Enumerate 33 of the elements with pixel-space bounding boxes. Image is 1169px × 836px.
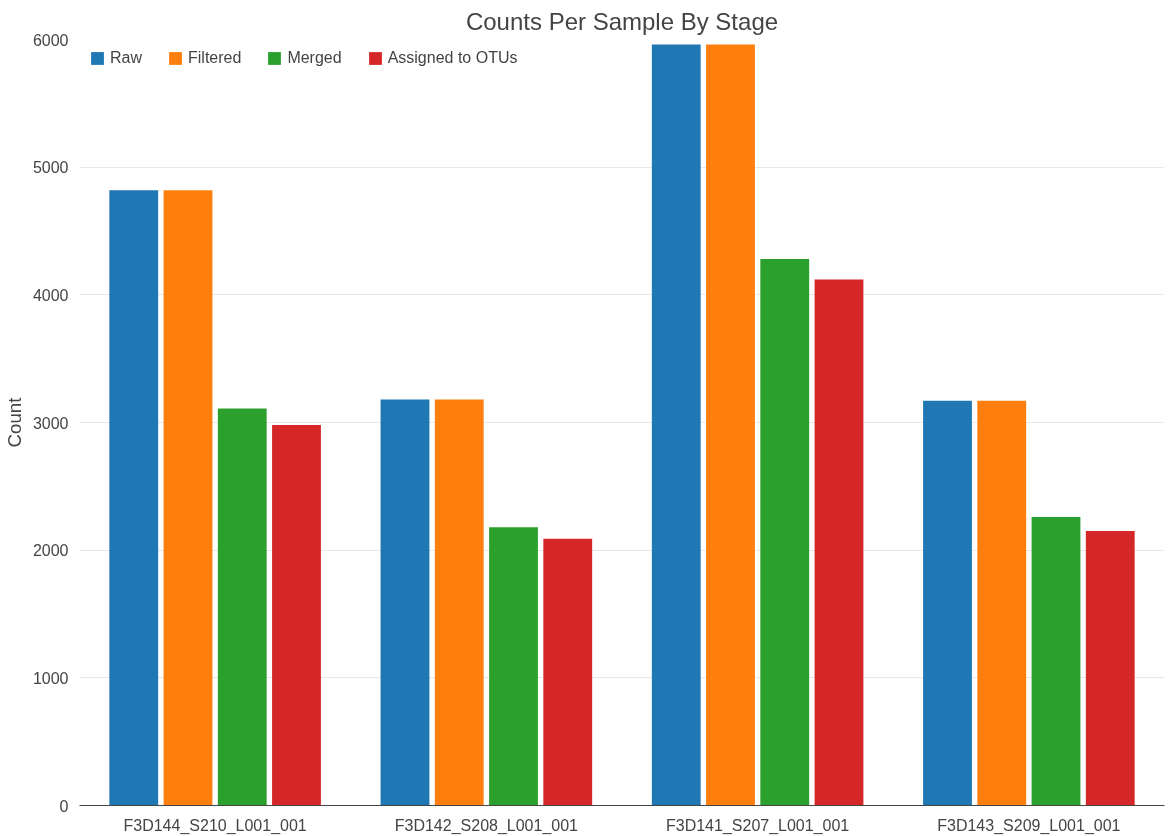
bar	[434, 399, 484, 806]
x-tick-label: F3D141_S207_L001_001	[665, 816, 850, 835]
bar	[489, 527, 538, 806]
x-tick-label: F3D142_S208_L001_001	[394, 816, 579, 835]
bar	[163, 190, 213, 806]
y-tick-label: 3000	[32, 414, 69, 432]
bar	[272, 425, 321, 806]
chart-title: Counts Per Sample By Stage	[465, 7, 779, 35]
y-axis-title: Count	[3, 396, 25, 448]
x-tick-label: F3D143_S209_L001_001	[937, 816, 1121, 835]
bar	[217, 408, 267, 806]
bar	[651, 44, 701, 806]
y-tick-label: 2000	[32, 542, 69, 560]
legend-label: Raw	[110, 49, 143, 67]
y-tick-label: 1000	[32, 669, 69, 687]
bar	[109, 190, 159, 806]
legend-label: Filtered	[188, 49, 242, 67]
x-tick-label: F3D144_S210_L001_001	[123, 816, 307, 835]
bar	[380, 399, 430, 806]
legend-label: Merged	[287, 49, 342, 67]
bar	[760, 259, 810, 806]
bar	[1085, 531, 1135, 806]
y-tick-label: 4000	[32, 286, 69, 304]
legend-label: Assigned to OTUs	[387, 49, 518, 67]
bar	[543, 538, 593, 806]
y-tick-label: 6000	[32, 31, 69, 49]
bar	[706, 44, 755, 806]
bar	[1031, 516, 1081, 806]
y-tick-label: 0	[59, 797, 69, 815]
bar	[814, 279, 864, 806]
bar	[977, 400, 1027, 806]
y-tick-label: 5000	[32, 159, 69, 177]
bar	[923, 400, 972, 806]
